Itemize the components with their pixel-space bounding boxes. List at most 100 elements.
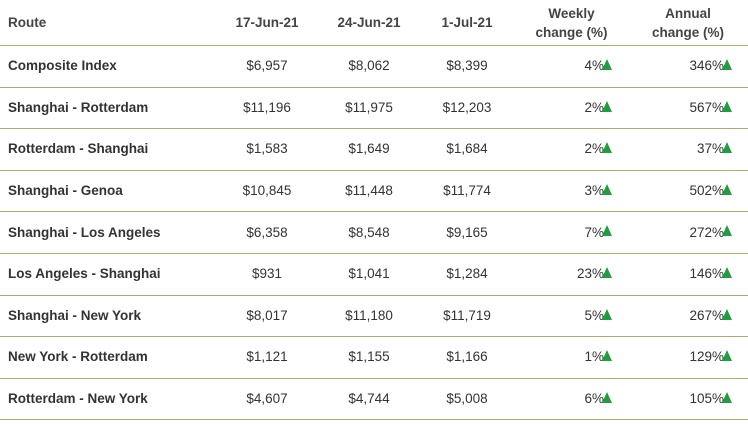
value-cell: $1,684 <box>419 128 515 170</box>
value-text: 23% <box>576 266 604 282</box>
column-header: 24-Jun-21 <box>337 15 401 30</box>
up-arrow <box>602 391 612 403</box>
route-name: Los Angeles - Shanghai <box>8 266 161 282</box>
route-cell: Shanghai - Los Angeles <box>0 211 215 253</box>
value-cell: 2% <box>515 128 628 170</box>
value-text: $1,041 <box>348 266 390 282</box>
rule <box>0 336 748 338</box>
route-cell: Los Angeles - Shanghai <box>0 253 215 295</box>
value-cell: 105% <box>628 378 748 420</box>
up-arrow <box>722 225 732 237</box>
value-cell: 2% <box>515 87 628 129</box>
value-text: 502% <box>689 183 724 199</box>
value-cell: 146% <box>628 253 748 295</box>
value-text: $4,607 <box>246 391 288 407</box>
value-text: 37% <box>696 141 724 157</box>
value-cell: $1,041 <box>319 253 419 295</box>
rule <box>0 45 748 46</box>
value-cell: $11,719 <box>419 295 515 337</box>
route-name: Rotterdam - Shanghai <box>8 141 149 157</box>
value-text: $11,719 <box>443 307 491 323</box>
up-arrow <box>602 350 612 362</box>
value-text: $9,165 <box>446 224 488 240</box>
value-cell: $6,358 <box>215 211 319 253</box>
value-cell: 129% <box>628 336 748 378</box>
value-text: $931 <box>251 266 283 282</box>
value-text: $8,017 <box>246 307 288 323</box>
column-header: Route <box>8 15 47 30</box>
value-text: $11,975 <box>345 99 393 115</box>
value-cell: 7% <box>515 211 628 253</box>
value-text: $1,684 <box>446 141 488 157</box>
value-cell: 6% <box>515 378 628 420</box>
value-text: $5,008 <box>446 391 488 407</box>
value-cell: $8,062 <box>319 45 419 87</box>
value-cell: 567% <box>628 87 748 129</box>
value-cell: 37% <box>628 128 748 170</box>
up-arrow <box>722 183 732 195</box>
value-cell: 3% <box>515 170 628 212</box>
value-text: $10,845 <box>242 183 292 199</box>
column-header: 17-Jun-21 <box>235 15 299 30</box>
value-text: $1,121 <box>246 349 288 365</box>
value-cell: $11,448 <box>319 170 419 212</box>
value-cell: $1,121 <box>215 336 319 378</box>
value-cell: 502% <box>628 170 748 212</box>
value-cell: $1,583 <box>215 128 319 170</box>
up-arrow <box>722 59 732 70</box>
value-text: $12,203 <box>442 99 492 115</box>
up-arrow <box>722 267 732 278</box>
rule <box>0 128 748 130</box>
value-text: 267% <box>689 307 724 323</box>
value-text: $1,284 <box>446 266 488 282</box>
value-text: 3% <box>584 183 604 199</box>
up-arrow <box>602 100 612 112</box>
up-arrow <box>602 267 612 278</box>
value-text: 567% <box>689 99 724 115</box>
value-cell: $11,196 <box>215 87 319 129</box>
up-arrow <box>722 142 732 154</box>
route-cell: Rotterdam - Shanghai <box>0 128 215 170</box>
value-text: 4% <box>584 58 604 74</box>
value-cell: $8,548 <box>319 211 419 253</box>
value-cell: $11,975 <box>319 87 419 129</box>
value-text: 146% <box>689 266 724 282</box>
value-text: $1,166 <box>446 349 488 365</box>
value-text: 1% <box>584 349 604 365</box>
value-text: 346% <box>689 58 724 74</box>
value-text: $11,180 <box>345 307 393 323</box>
route-cell: New York - Rotterdam <box>0 336 215 378</box>
value-cell: 4% <box>515 45 628 87</box>
value-cell: $8,017 <box>215 295 319 337</box>
value-cell: $11,774 <box>419 170 515 212</box>
route-cell: Shanghai - New York <box>0 295 215 337</box>
value-text: 6% <box>584 391 604 407</box>
value-cell: $1,284 <box>419 253 515 295</box>
value-cell: $1,649 <box>319 128 419 170</box>
value-cell: $12,203 <box>419 87 515 129</box>
value-text: 7% <box>584 224 604 240</box>
rule <box>0 86 748 88</box>
route-cell: Shanghai - Rotterdam <box>0 87 215 129</box>
rule <box>0 419 748 421</box>
value-cell: $4,607 <box>215 378 319 420</box>
value-cell: $6,957 <box>215 45 319 87</box>
value-cell: $5,008 <box>419 378 515 420</box>
route-name: Shanghai - Genoa <box>8 183 123 199</box>
value-text: $6,957 <box>246 58 288 74</box>
route-cell: Shanghai - Genoa <box>0 170 215 212</box>
route-name: Rotterdam - New York <box>8 391 148 407</box>
up-arrow <box>602 183 612 195</box>
value-cell: $931 <box>215 253 319 295</box>
value-cell: $8,399 <box>419 45 515 87</box>
rule <box>0 377 748 379</box>
up-arrow <box>722 308 732 320</box>
value-text: 5% <box>584 307 604 323</box>
route-name: Shanghai - Los Angeles <box>8 224 161 240</box>
value-cell: 1% <box>515 336 628 378</box>
route-cell: Composite Index <box>0 45 215 87</box>
value-text: $11,774 <box>443 183 491 199</box>
rule <box>0 211 748 213</box>
up-arrow <box>722 100 732 112</box>
